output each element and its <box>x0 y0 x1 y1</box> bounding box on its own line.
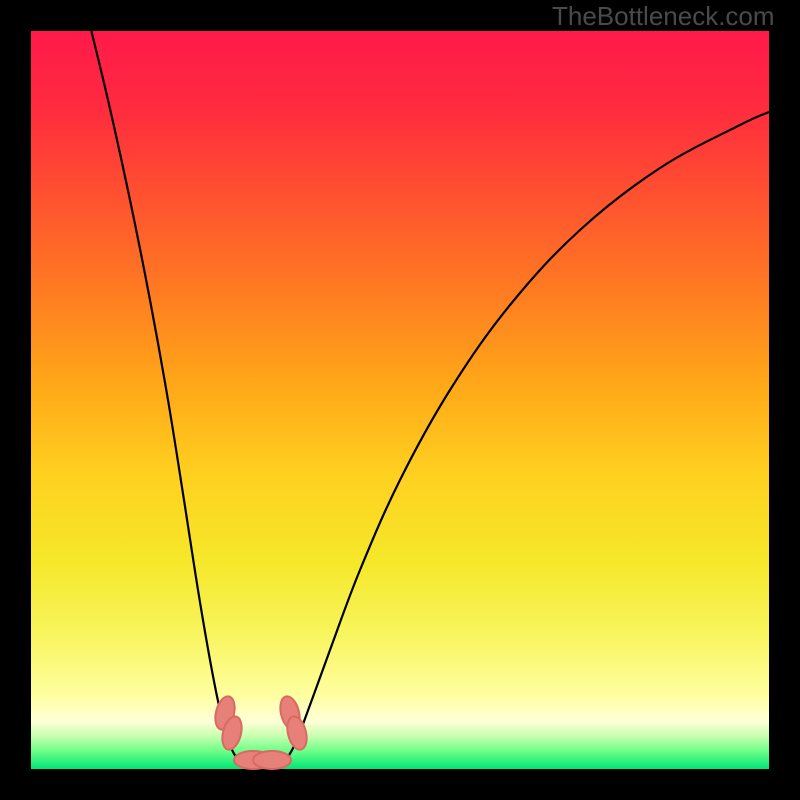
marker-capsule <box>253 751 291 769</box>
plot-area-gradient <box>31 31 769 769</box>
bottleneck-chart: TheBottleneck.com <box>0 0 800 800</box>
watermark-text: TheBottleneck.com <box>552 1 775 32</box>
chart-svg <box>0 0 800 800</box>
